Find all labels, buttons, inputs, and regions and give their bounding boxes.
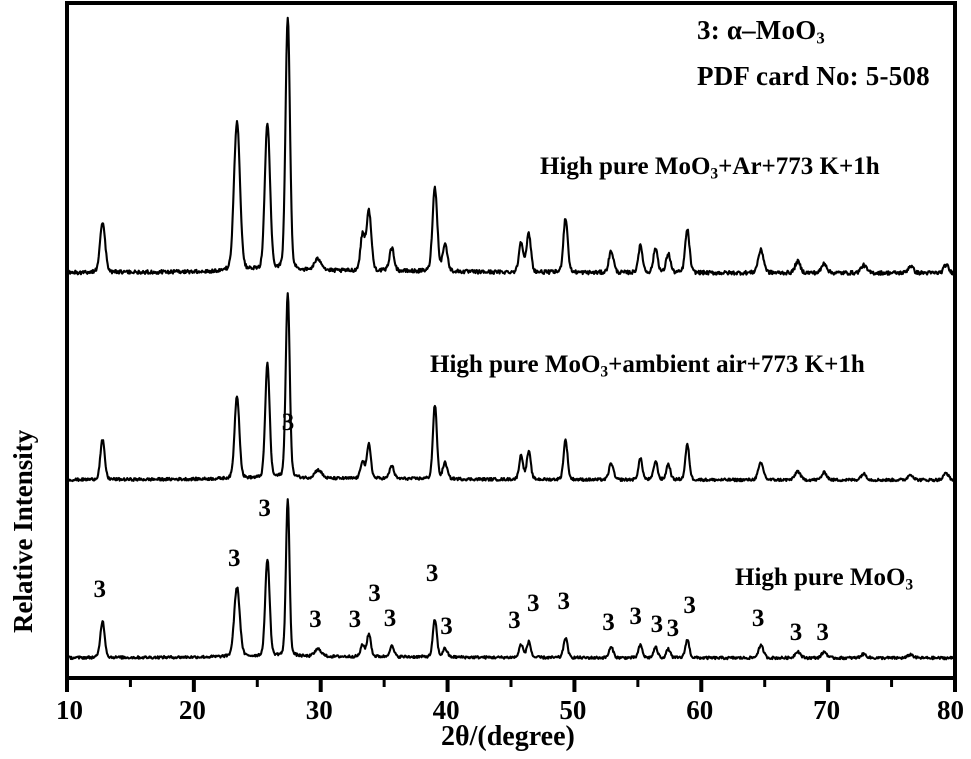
x-tick-label: 60 bbox=[686, 695, 714, 725]
peak-marker-label: 3 bbox=[227, 545, 241, 572]
xrd-curves bbox=[66, 16, 957, 661]
curve-label-top-suffix: +Ar+773 K+1h bbox=[718, 153, 880, 180]
curve-label-top-prefix: High pure MoO bbox=[540, 153, 711, 180]
peak-marker-label: 3 bbox=[348, 606, 362, 634]
x-tick-label: 70 bbox=[813, 695, 841, 725]
legend-phase-text: 3: α–MoO bbox=[697, 15, 817, 45]
y-axis-title-text: Relative Intensity bbox=[8, 429, 38, 633]
peak-marker-label: 3 bbox=[816, 619, 829, 647]
curve-label-top-subscript: 3 bbox=[710, 165, 719, 183]
x-tick-label: 30 bbox=[305, 695, 333, 725]
peak-marker-label: 3 bbox=[309, 606, 322, 634]
curve-label-bottom: High pure MoO3 bbox=[735, 565, 913, 593]
peak-marker-label: 3 bbox=[440, 613, 453, 641]
curve-label-middle: High pure MoO3+ambient air+773 K+1h bbox=[430, 352, 865, 380]
peak-marker-label: 3 bbox=[683, 591, 696, 619]
curve-label-middle-subscript: 3 bbox=[600, 363, 609, 381]
x-tick-label: 50 bbox=[559, 695, 587, 725]
x-axis-title: 2θ/(degree) bbox=[441, 723, 575, 751]
curve-label-middle-suffix: +ambient air+773 K+1h bbox=[608, 351, 865, 378]
xrd-trace bbox=[66, 16, 957, 276]
x-tick-label: 40 bbox=[432, 695, 460, 725]
xrd-trace bbox=[66, 292, 956, 483]
legend-pdf-card-line: PDF card No: 5-508 bbox=[697, 63, 930, 90]
legend-phase-subscript: 3 bbox=[816, 28, 825, 48]
peak-marker-label: 3 bbox=[666, 614, 680, 642]
peak-marker-label: 3 bbox=[93, 576, 107, 604]
peak-marker-label: 3 bbox=[258, 494, 271, 522]
legend-pdf-card-text: PDF card No: 5-508 bbox=[697, 61, 930, 91]
x-tick-marks bbox=[65, 678, 957, 692]
peak-marker-label: 3 bbox=[527, 590, 540, 618]
peak-marker-label: 3 bbox=[281, 408, 295, 436]
peak-marker-label: 3 bbox=[650, 611, 664, 639]
peak-marker-label: 3 bbox=[383, 605, 397, 633]
peak-marker-label: 3 bbox=[751, 605, 765, 633]
peak-marker-label: 3 bbox=[789, 618, 803, 646]
curve-label-bottom-subscript: 3 bbox=[905, 576, 914, 594]
legend-phase-line: 3: α–MoO3 bbox=[697, 17, 825, 47]
curve-label-middle-prefix: High pure MoO bbox=[430, 351, 601, 378]
peak-marker-label: 3 bbox=[557, 588, 571, 616]
curve-label-bottom-prefix: High pure MoO bbox=[735, 564, 906, 591]
peak-marker-label: 3 bbox=[508, 606, 521, 634]
peak-marker-label: 3 bbox=[602, 609, 615, 637]
y-axis-title: Relative Intensity bbox=[8, 429, 38, 633]
peak-marker-label: 3 bbox=[629, 603, 642, 631]
x-tick-label: 80 bbox=[937, 695, 964, 725]
peak-marker-label: 3 bbox=[368, 579, 381, 607]
xrd-trace bbox=[66, 498, 956, 661]
x-axis-title-text: 2θ/(degree) bbox=[441, 721, 575, 752]
x-tick-label: 10 bbox=[56, 695, 83, 725]
curve-label-top: High pure MoO3+Ar+773 K+1h bbox=[540, 154, 880, 182]
x-tick-label: 20 bbox=[178, 695, 206, 725]
peak-marker-label: 3 bbox=[425, 559, 439, 587]
